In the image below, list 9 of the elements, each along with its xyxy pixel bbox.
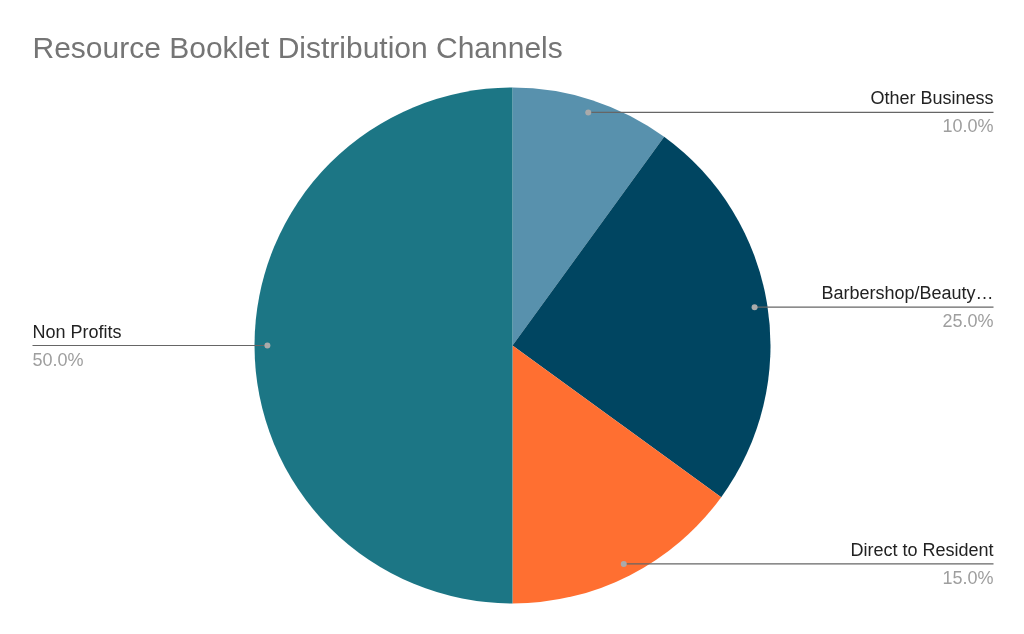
- slice-label: Non Profits: [32, 321, 122, 342]
- data-label: 25.0%: [942, 311, 994, 332]
- data-label: 50.0%: [32, 349, 84, 370]
- slice-label: Other Business: [870, 88, 994, 109]
- slice-label: Barbershop/Beauty…: [821, 283, 994, 304]
- data-label: 15.0%: [942, 567, 994, 588]
- data-label: 10.0%: [942, 116, 994, 137]
- chart-title: Resource Booklet Distribution Channels: [32, 31, 563, 64]
- slice-label: Direct to Resident: [850, 539, 994, 560]
